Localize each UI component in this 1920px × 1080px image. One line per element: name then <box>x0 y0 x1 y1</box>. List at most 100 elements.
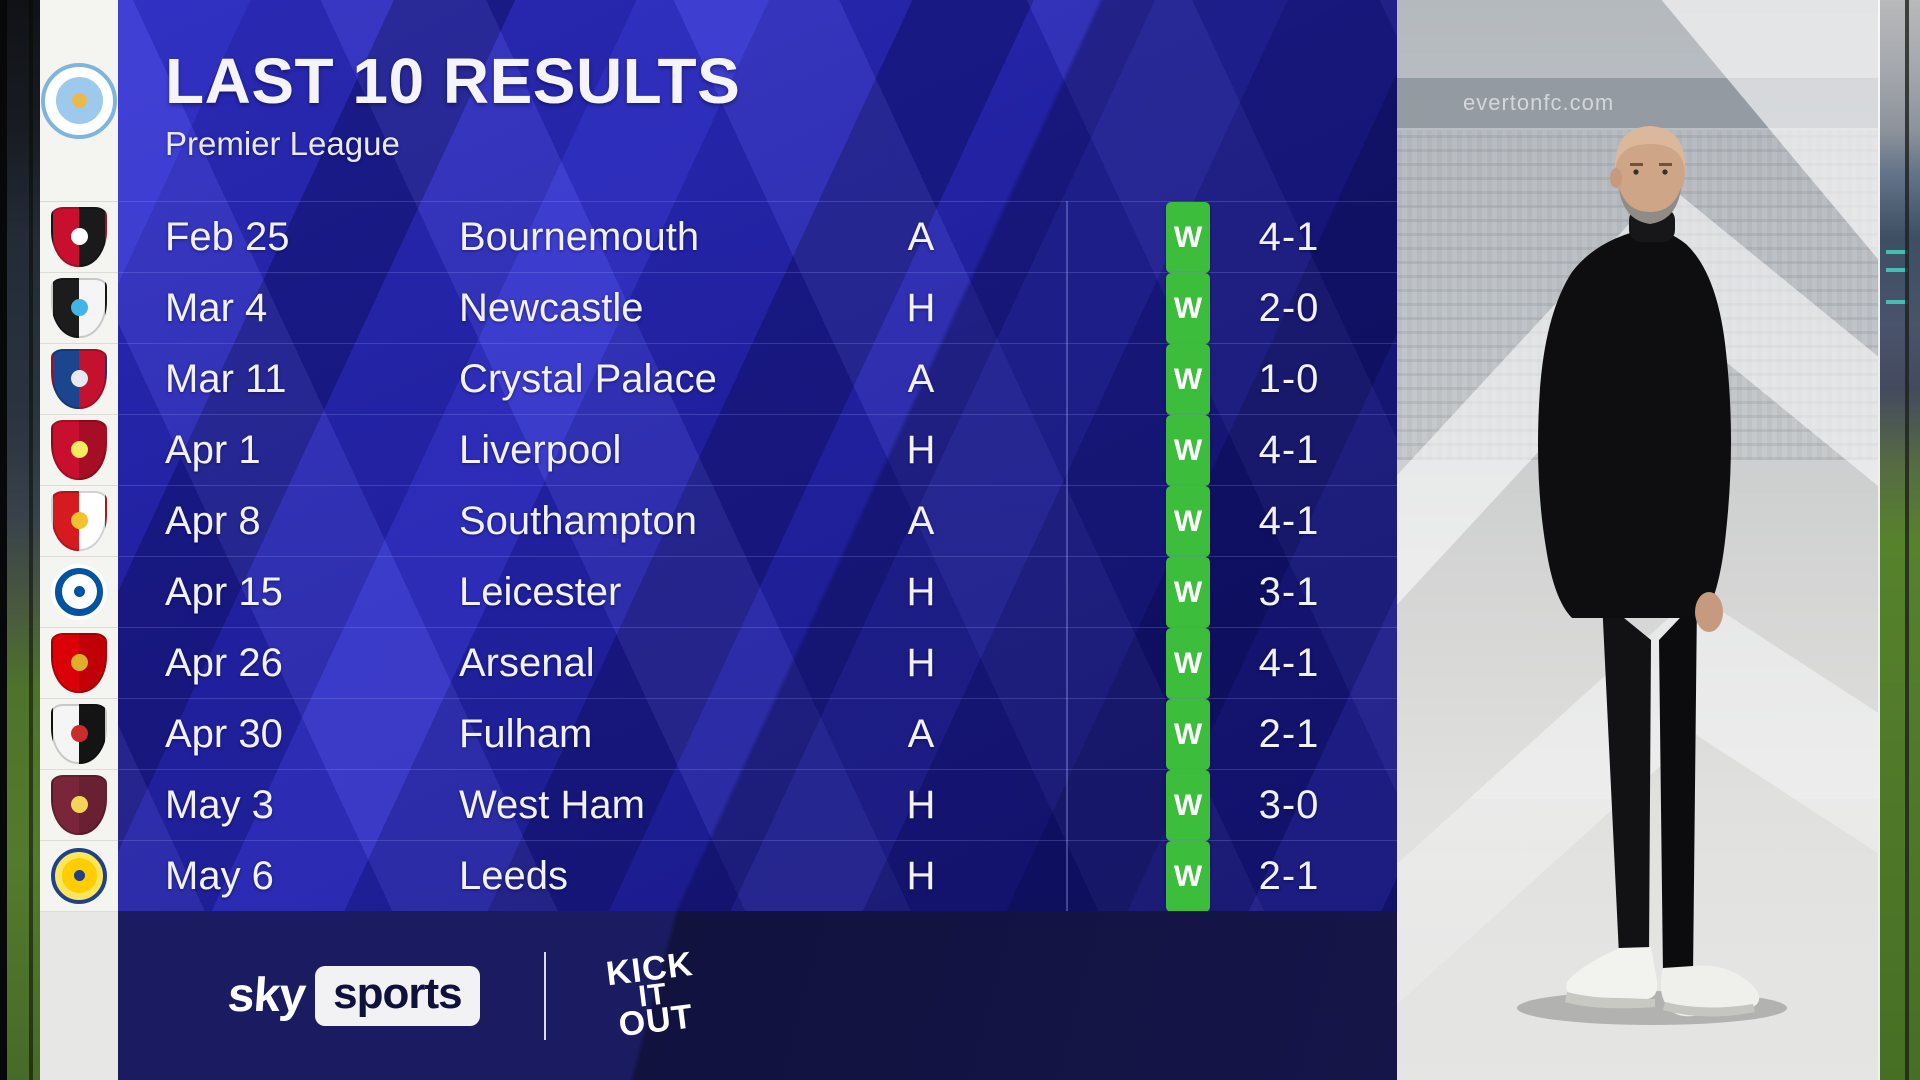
result-outcome-badge: W <box>1166 415 1210 486</box>
result-opponent: West Ham <box>459 783 645 827</box>
manchester-city-badge <box>41 62 117 139</box>
southampton-badge <box>51 490 107 551</box>
opponent-badge-cell <box>40 627 118 699</box>
scoreboard-line-1 <box>1886 250 1908 254</box>
result-date: Apr 30 <box>165 712 283 756</box>
result-outcome-badge: W <box>1166 557 1210 628</box>
result-score: 2-0 <box>1258 286 1320 330</box>
result-opponent: Bournemouth <box>459 215 700 259</box>
result-outcome-badge: W <box>1166 841 1210 912</box>
results-panel: LAST 10 RESULTS Premier League Feb 25 Bo… <box>118 0 1397 1080</box>
result-outcome-badge: W <box>1166 486 1210 557</box>
right-dark-line <box>1905 0 1909 1080</box>
opponent-badge-cell <box>40 414 118 486</box>
result-venue: A <box>907 712 935 756</box>
footer-bar: sky sports KICK IT OUT <box>118 911 1397 1080</box>
left-video-edge <box>0 0 40 1080</box>
result-date: Feb 25 <box>165 215 290 259</box>
result-score: 2-1 <box>1258 854 1320 898</box>
scoreboard-line-3 <box>1886 300 1908 304</box>
result-score: 4-1 <box>1258 428 1320 472</box>
result-outcome-badge: W <box>1166 699 1210 770</box>
result-row: Mar 4 Newcastle H W 2-0 <box>118 272 1397 344</box>
left-dark-line <box>29 0 33 1080</box>
sky-logo-text: sky <box>226 969 307 1022</box>
result-row: May 3 West Ham H W 3-0 <box>118 769 1397 841</box>
sports-logo-text: sports <box>315 965 480 1026</box>
leicester-badge <box>51 563 107 620</box>
result-row: May 6 Leeds H W 2-1 <box>118 840 1397 912</box>
result-score: 4-1 <box>1258 641 1320 685</box>
right-video-edge <box>1878 0 1920 1080</box>
kick-it-out-logo: KICK IT OUT <box>591 934 714 1057</box>
result-venue: A <box>907 499 935 543</box>
result-opponent: Leeds <box>459 854 568 898</box>
score-column-divider <box>1066 201 1068 911</box>
result-opponent: Newcastle <box>459 286 644 330</box>
result-venue: A <box>907 215 935 259</box>
result-date: Apr 26 <box>165 641 283 685</box>
result-opponent: Crystal Palace <box>459 357 717 401</box>
crystal-palace-badge <box>51 348 107 409</box>
newcastle-badge <box>51 277 107 338</box>
result-outcome-badge: W <box>1166 344 1210 415</box>
result-date: Apr 8 <box>165 499 261 543</box>
result-date: Apr 15 <box>165 570 283 614</box>
scoreboard-line-2 <box>1886 268 1908 272</box>
result-score: 2-1 <box>1258 712 1320 756</box>
title-block: LAST 10 RESULTS Premier League <box>165 45 741 163</box>
arsenal-badge <box>51 632 107 693</box>
result-date: Mar 11 <box>165 357 287 401</box>
result-row: Mar 11 Crystal Palace A W 1-0 <box>118 343 1397 415</box>
right-white-edge <box>1878 0 1880 1080</box>
result-opponent: Arsenal <box>459 641 595 685</box>
result-venue: H <box>906 570 936 614</box>
result-row: Apr 30 Fulham A W 2-1 <box>118 698 1397 770</box>
result-outcome-badge: W <box>1166 628 1210 699</box>
stadium-watermark-text: evertonfc.com <box>1463 90 1615 115</box>
opponent-badge-cell <box>40 272 118 344</box>
result-venue: H <box>906 641 936 685</box>
result-venue: H <box>906 854 936 898</box>
result-score: 4-1 <box>1258 499 1320 543</box>
result-score: 4-1 <box>1258 215 1320 259</box>
fulham-badge <box>51 703 107 764</box>
result-row: Apr 1 Liverpool H W 4-1 <box>118 414 1397 486</box>
competition-subtitle: Premier League <box>165 125 400 163</box>
result-venue: H <box>906 428 936 472</box>
liverpool-badge <box>51 419 107 480</box>
left-black-edge <box>0 0 7 1080</box>
opponent-badge-cell <box>40 698 118 770</box>
bournemouth-badge <box>51 206 107 267</box>
sidebar-bottom-shade <box>40 912 118 1080</box>
result-score: 3-0 <box>1258 783 1320 827</box>
result-opponent: Liverpool <box>459 428 622 472</box>
result-outcome-badge: W <box>1166 273 1210 344</box>
west-ham-badge <box>51 774 107 835</box>
result-opponent: Leicester <box>459 570 622 614</box>
result-venue: A <box>907 357 935 401</box>
opponent-badge-cell <box>40 485 118 557</box>
result-date: May 3 <box>165 783 274 827</box>
pep-guardiola-photo <box>1517 126 1787 1025</box>
result-row: Apr 15 Leicester H W 3-1 <box>118 556 1397 628</box>
result-venue: H <box>906 286 936 330</box>
result-venue: H <box>906 783 936 827</box>
opponent-badge-cell <box>40 840 118 912</box>
page-title: LAST 10 RESULTS <box>165 45 741 117</box>
opponent-badge-cell <box>40 343 118 415</box>
result-outcome-badge: W <box>1166 770 1210 841</box>
opponent-badge-cell <box>40 201 118 273</box>
opponent-badge-cell <box>40 556 118 628</box>
footer-divider-line <box>543 951 546 1040</box>
sky-sports-logo: sky sports <box>226 965 480 1026</box>
result-score: 3-1 <box>1258 570 1320 614</box>
manager-photo-panel: evertonfc.com <box>1397 0 1878 1080</box>
result-date: Apr 1 <box>165 428 261 472</box>
result-date: Mar 4 <box>165 286 268 330</box>
result-opponent: Fulham <box>459 712 593 756</box>
result-row: Apr 8 Southampton A W 4-1 <box>118 485 1397 557</box>
crest-sidebar <box>40 0 118 1080</box>
result-score: 1-0 <box>1258 357 1320 401</box>
